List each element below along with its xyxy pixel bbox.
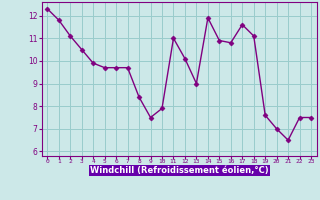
X-axis label: Windchill (Refroidissement éolien,°C): Windchill (Refroidissement éolien,°C) (90, 166, 268, 175)
